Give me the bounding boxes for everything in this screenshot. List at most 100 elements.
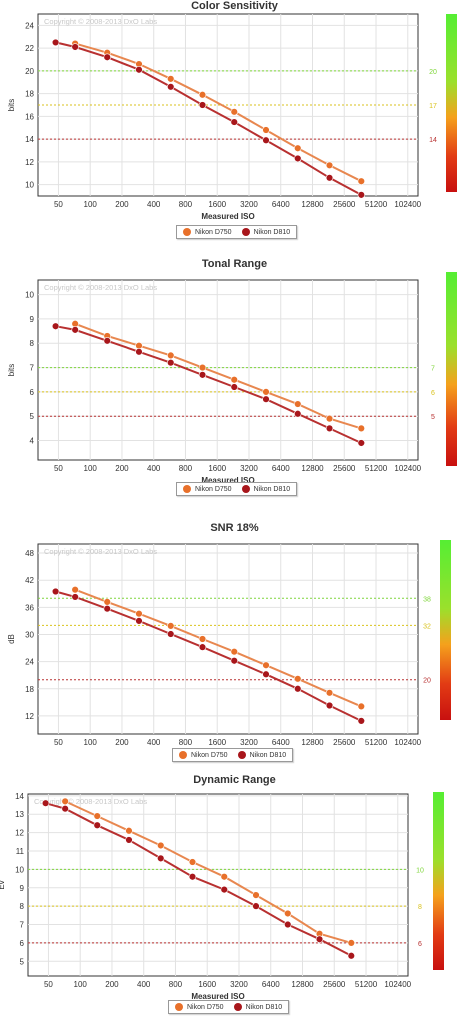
legend-item-d810[interactable]: Nikon D810 [237,751,286,759]
data-point-d810 [325,701,334,710]
x-tick-label: 50 [44,980,53,989]
data-point-d750 [262,388,270,396]
legend-item-d810[interactable]: Nikon D810 [241,228,290,236]
data-point-d810 [315,935,324,943]
x-tick-label: 100 [84,738,98,747]
x-tick-label: 51200 [355,980,378,989]
chart-snr-18: SNR 18% 50 100 200 400 800 1600 3200 6400 12800 2… [0,522,469,772]
data-point-d810 [103,53,111,61]
y-axis-label: bits [7,364,16,376]
x-tick-label: 50 [54,200,63,209]
series-line-d750 [74,322,362,430]
data-point-d810 [135,348,143,356]
y-tick-label: 18 [25,685,34,694]
y-tick-label: 48 [25,549,34,558]
data-point-d750 [294,144,302,152]
data-point-d810 [198,371,207,379]
legend-dot-d810 [241,485,250,493]
legend-dot-d750 [183,485,191,493]
copyright-watermark: Copyright © 2008-2013 DxO Labs [44,283,157,292]
legend-item-d810[interactable]: Nikon D810 [233,1003,283,1011]
legend-item-d750[interactable]: Nikon D750 [183,485,232,493]
legend-item-d750[interactable]: Nikon D750 [175,1003,224,1011]
legend-item-d750[interactable]: Nikon D750 [183,228,232,236]
data-point-d810 [284,920,292,929]
data-point-d750 [347,939,355,947]
quality-scale-bar [446,14,457,192]
data-point-d810 [71,593,79,601]
data-point-d810 [230,383,238,391]
y-tick-label: 12 [25,712,34,721]
x-tick-label: 6400 [272,738,290,747]
data-point-d750 [230,376,238,384]
data-point-d750 [230,108,238,116]
data-point-d810 [103,604,111,613]
legend-label-d810: Nikon D810 [245,1003,283,1011]
data-point-d750 [357,702,365,711]
y-tick-label: 20 [25,67,34,76]
data-point-d750 [167,622,175,630]
legend-item-d750[interactable]: Nikon D750 [179,751,228,759]
chart-tonal-range: Tonal Range 50 100 200 400 800 1600 3200 6400 12… [0,258,469,508]
reference-label: 38 [423,596,431,603]
data-point-d810 [93,821,101,829]
data-point-d750 [284,909,292,918]
data-point-d810 [294,685,302,693]
data-point-d810 [103,337,111,345]
reference-label: 14 [429,137,437,144]
y-tick-label: 36 [25,603,34,612]
x-tick-label: 800 [179,464,193,473]
reference-label: 10 [416,867,424,874]
x-tick-label: 25600 [333,464,356,473]
y-tick-label: 12 [15,829,24,838]
chart-svg: 50 100 200 400 800 1600 3200 6400 12800 25600 5120… [7,13,457,221]
y-axis-label: Ev [0,880,6,889]
data-point-d750 [71,585,79,594]
data-point-d750 [220,873,228,881]
plot-area [27,793,409,977]
data-point-d750 [294,400,302,408]
x-tick-label: 800 [169,980,183,989]
copyright-watermark: Copyright © 2008-2013 DxO Labs [34,797,147,806]
x-tick-label: 50 [54,738,63,747]
chart-title: Color Sensitivity [191,0,278,12]
data-point-d810 [347,952,355,960]
legend-item-d810[interactable]: Nikon D810 [241,485,290,493]
y-tick-label: 9 [20,884,25,893]
y-tick-label: 24 [25,21,34,30]
data-point-d810 [188,873,197,881]
quality-scale-bar [440,540,451,720]
x-tick-label: 12800 [301,738,324,747]
y-tick-label: 22 [25,44,34,53]
data-point-d810 [157,854,165,863]
legend-dot-d750 [179,751,187,759]
legend-dot-d810 [241,228,250,236]
quality-scale-bar [433,792,444,970]
y-tick-label: 7 [30,364,35,373]
y-tick-label: 13 [15,810,24,819]
x-tick-label: 6400 [272,200,290,209]
data-point-d810 [294,154,302,163]
y-tick-label: 10 [25,291,34,300]
x-tick-label: 100 [74,980,88,989]
data-point-d810 [51,322,60,330]
x-tick-label: 800 [179,200,193,209]
x-tick-label: 3200 [240,464,258,473]
data-point-d810 [71,326,79,334]
x-tick-label: 102400 [394,464,421,473]
data-point-d750 [135,609,143,618]
data-point-d750 [167,75,175,83]
y-tick-label: 10 [25,181,34,190]
data-point-d750 [262,126,270,134]
data-point-d750 [198,363,207,372]
x-tick-label: 12800 [301,464,324,473]
data-point-d810 [357,717,365,725]
data-point-d810 [125,836,133,844]
x-axis-label: Measured ISO [191,992,244,1001]
x-tick-label: 102400 [394,200,421,209]
data-point-d750 [294,675,302,683]
data-point-d810 [325,174,334,182]
data-point-d810 [198,101,207,109]
x-tick-label: 51200 [365,464,388,473]
reference-label: 32 [423,623,431,630]
